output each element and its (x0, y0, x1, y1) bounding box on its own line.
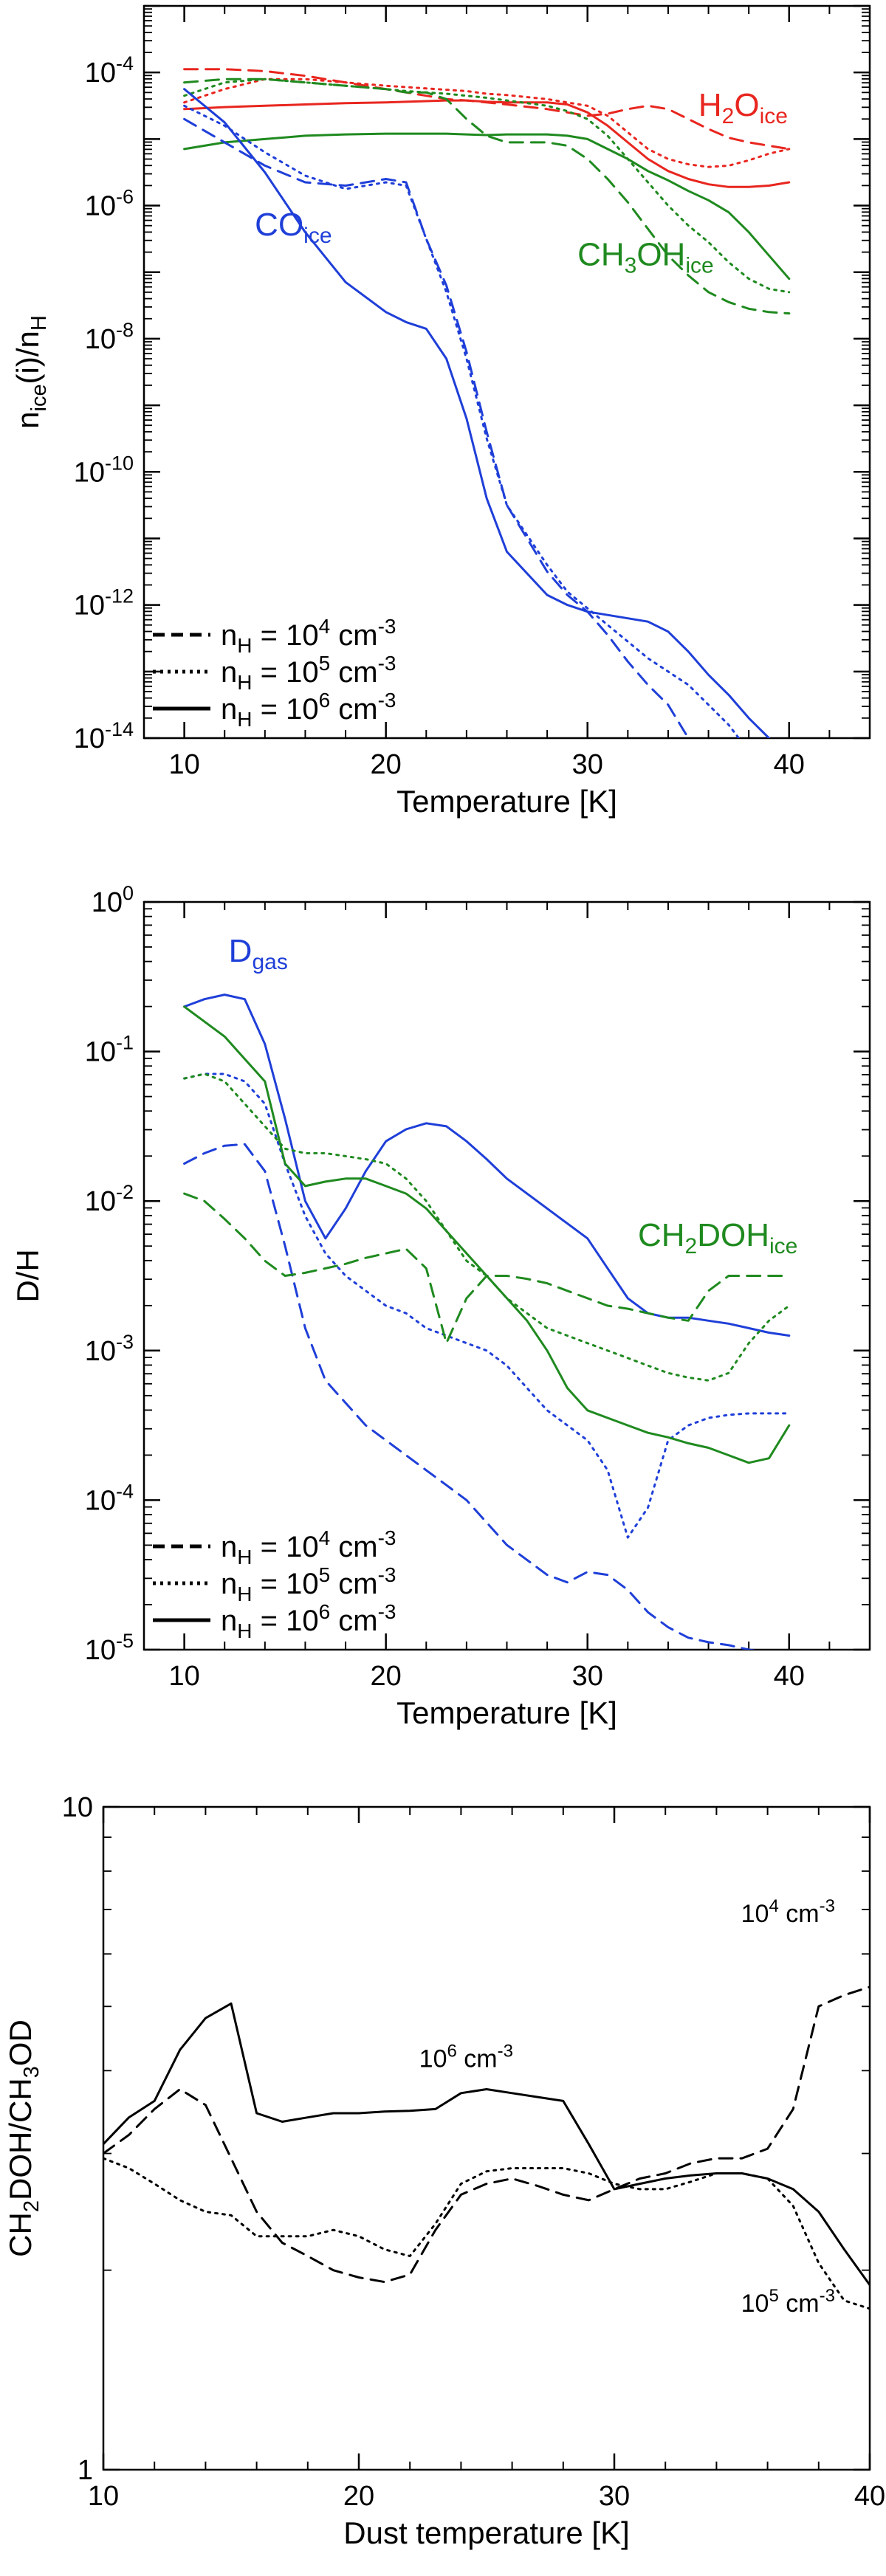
x-axis-title: Temperature [K] (396, 1695, 617, 1730)
y-axis-title: CH2DOH/CH3OD (3, 2019, 44, 2257)
series-line-co-ice-n-1e6 (183, 88, 771, 738)
series-label-ch3oh-ice: CH3OHice (577, 237, 714, 278)
x-tick-label: 10 (88, 2481, 119, 2512)
y-tick-label: 1 (78, 2455, 93, 2486)
x-tick-label: 30 (572, 749, 603, 780)
series-line-n-1e4 (103, 1986, 870, 2284)
legend-text: nH = 104 cm-3 (221, 615, 396, 657)
series-line-h2o-ice-n-1e5 (183, 78, 791, 168)
x-tick-label: 20 (343, 2481, 374, 2512)
y-tick-label: 10-10 (74, 452, 134, 488)
series-group (103, 1986, 870, 2310)
series-label-co-ice: COice (255, 207, 332, 248)
curve-annotation: 104 cm-3 (741, 1896, 835, 1928)
series-line-d-gas-n-1e4 (183, 1143, 757, 1650)
y-tick-label: 100 (92, 882, 134, 918)
y-tick-label: 10-5 (85, 1630, 134, 1666)
legend-text: nH = 105 cm-3 (221, 1563, 396, 1605)
legend-text: nH = 106 cm-3 (221, 689, 396, 731)
x-tick-label: 10 (168, 749, 199, 780)
x-tick-label: 30 (599, 2481, 630, 2512)
x-tick-label: 10 (168, 1661, 199, 1692)
y-tick-label: 10-14 (74, 718, 134, 754)
y-tick-label: 10 (62, 1792, 93, 1823)
series-label-d-gas: Dgas (229, 933, 288, 974)
y-tick-label: 10-6 (85, 186, 134, 222)
panel-ice-abundance: 10 20 30 40 10-14 10-12 10-10 10-8 10-6 10-4 Tempe… (10, 4, 871, 819)
series-line-n-1e5 (103, 2157, 870, 2310)
y-tick-label: 10-8 (85, 319, 134, 355)
y-tick-label: 10-2 (85, 1181, 134, 1217)
x-tick-label: 40 (774, 749, 805, 780)
curve-annotation: 105 cm-3 (741, 2286, 835, 2318)
y-tick-label: 10-12 (74, 585, 134, 621)
series-label-h2o-ice: H2Oice (698, 87, 788, 128)
series-line-d-gas-n-1e6 (183, 993, 791, 1337)
x-tick-label: 20 (371, 749, 402, 780)
series-line-h2o-ice-n-1e6 (183, 99, 791, 188)
y-axis-title: D/H (10, 1249, 45, 1302)
legend-text: nH = 104 cm-3 (221, 1526, 396, 1568)
y-tick-label: 10-1 (85, 1032, 134, 1068)
x-tick-label: 30 (572, 1661, 603, 1692)
series-line-ch2doh-ice-n-1e6 (183, 1005, 791, 1464)
x-tick-label: 40 (774, 1661, 805, 1692)
series-line-ch3oh-ice-n-1e6 (183, 132, 791, 280)
y-tick-label: 10-4 (85, 1480, 134, 1516)
legend-text: nH = 105 cm-3 (221, 652, 396, 694)
series-label-ch2doh-ice: CH2DOHice (638, 1217, 797, 1258)
series-group (183, 68, 791, 738)
legend-text: nH = 106 cm-3 (221, 1600, 396, 1642)
x-axis-title: Dust temperature [K] (343, 2515, 630, 2550)
series-line-n-1e6 (103, 2002, 870, 2287)
y-tick-label: 10-3 (85, 1331, 134, 1367)
series-group (183, 993, 791, 1650)
x-axis-title: Temperature [K] (396, 784, 617, 819)
y-tick-label: 10-4 (85, 52, 134, 89)
series-line-ch2doh-ice-n-1e4 (183, 1192, 791, 1345)
plot-frame (102, 1805, 871, 2471)
curve-annotation: 106 cm-3 (419, 2042, 513, 2073)
series-line-co-ice-n-1e4 (183, 117, 690, 738)
y-axis-title: nice(i)/nH (10, 315, 51, 429)
panel-deuterium-ratio: 10 20 30 40 10-5 10-4 10-3 10-2 10-1 100 Temperatu… (10, 882, 871, 1730)
series-line-ch2doh-ice-n-1e5 (183, 1072, 791, 1382)
x-tick-label: 40 (854, 2481, 885, 2512)
x-tick-label: 20 (371, 1661, 402, 1692)
series-line-co-ice-n-1e5 (183, 104, 741, 738)
series-line-ch3oh-ice-n-1e5 (183, 78, 791, 294)
